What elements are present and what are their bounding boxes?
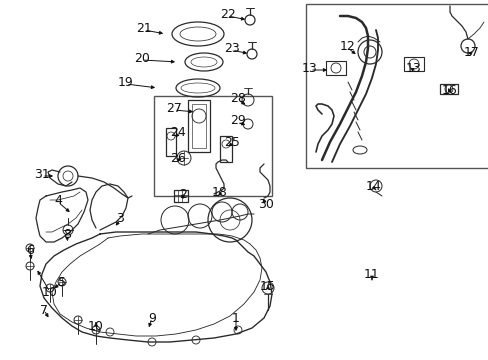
Bar xyxy=(220,136,231,162)
Text: 15: 15 xyxy=(260,279,275,292)
Text: 4: 4 xyxy=(54,194,62,207)
Text: 3: 3 xyxy=(116,212,123,225)
Text: 23: 23 xyxy=(224,41,240,54)
Bar xyxy=(187,100,209,152)
Text: 7: 7 xyxy=(40,303,48,316)
Text: 20: 20 xyxy=(134,51,150,64)
Text: 17: 17 xyxy=(463,45,479,59)
Text: 16: 16 xyxy=(441,84,457,96)
Text: 12: 12 xyxy=(340,40,355,53)
Text: 2: 2 xyxy=(179,188,186,201)
Text: 14: 14 xyxy=(366,180,381,193)
Text: 10: 10 xyxy=(42,285,58,298)
Bar xyxy=(403,57,423,71)
Bar xyxy=(305,4,488,168)
Text: 27: 27 xyxy=(166,102,182,114)
Text: 31: 31 xyxy=(34,167,50,180)
Text: 11: 11 xyxy=(364,269,379,282)
Text: 18: 18 xyxy=(212,185,227,198)
Bar xyxy=(325,61,346,75)
Text: 30: 30 xyxy=(258,198,273,211)
Text: 10: 10 xyxy=(88,320,104,333)
Text: 19: 19 xyxy=(118,76,134,89)
Text: 26: 26 xyxy=(170,152,185,165)
Text: 21: 21 xyxy=(136,22,152,35)
Text: 13: 13 xyxy=(302,62,317,75)
Bar xyxy=(192,104,205,148)
Text: 9: 9 xyxy=(148,311,156,324)
Text: 8: 8 xyxy=(63,228,71,240)
Bar xyxy=(439,84,457,94)
Text: 29: 29 xyxy=(230,113,245,126)
Text: 13: 13 xyxy=(406,62,421,75)
Text: 22: 22 xyxy=(220,8,235,21)
Text: 5: 5 xyxy=(58,275,66,288)
Text: 1: 1 xyxy=(232,311,240,324)
Text: 25: 25 xyxy=(224,135,240,149)
Bar xyxy=(165,128,176,156)
Bar xyxy=(154,96,271,196)
Text: 6: 6 xyxy=(26,243,34,257)
Bar xyxy=(174,190,187,202)
Text: 28: 28 xyxy=(229,91,245,104)
Text: 24: 24 xyxy=(170,126,185,139)
